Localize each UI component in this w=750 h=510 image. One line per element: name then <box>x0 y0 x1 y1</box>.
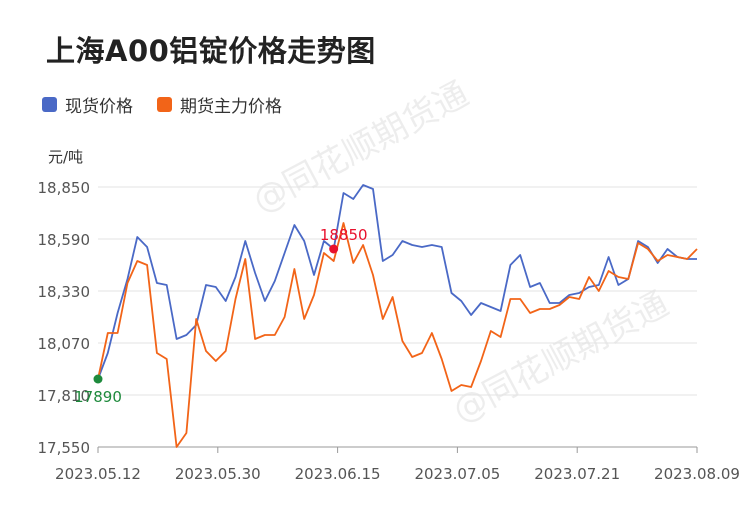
y-tick-label: 18,070 <box>38 335 91 353</box>
x-tick-label: 2023.05.30 <box>175 465 261 483</box>
y-axis-unit: 元/吨 <box>48 148 84 166</box>
legend-item-spot[interactable]: 现货价格 <box>42 92 133 117</box>
x-tick-label: 2023.07.21 <box>534 465 620 483</box>
annotation-label: 17890 <box>74 388 122 406</box>
y-tick-label: 17,550 <box>38 439 91 457</box>
x-tick-label: 2023.06.15 <box>295 465 381 483</box>
chart-title: 上海A00铝锭价格走势图 <box>46 34 376 68</box>
series-line-spot <box>97 184 697 380</box>
annotation-point <box>93 374 103 384</box>
annotation-label: 18850 <box>320 226 368 244</box>
y-tick-label: 17,810 <box>38 387 91 405</box>
x-tick-label: 2023.05.12 <box>55 465 141 483</box>
legend-swatch-futures <box>157 97 172 112</box>
y-tick-label: 18,590 <box>38 231 91 249</box>
y-tick-label: 18,850 <box>38 179 91 197</box>
legend-swatch-spot <box>42 97 57 112</box>
chart-legend: 现货价格 期货主力价格 <box>42 92 306 117</box>
legend-label-spot: 现货价格 <box>65 97 133 117</box>
legend-label-futures: 期货主力价格 <box>180 97 282 117</box>
legend-item-futures[interactable]: 期货主力价格 <box>157 92 282 117</box>
x-tick-label: 2023.08.09 <box>654 465 740 483</box>
x-tick-label: 2023.07.05 <box>414 465 500 483</box>
annotation-point <box>329 244 339 254</box>
series-line-futures <box>97 222 698 448</box>
y-tick-label: 18,330 <box>38 283 91 301</box>
